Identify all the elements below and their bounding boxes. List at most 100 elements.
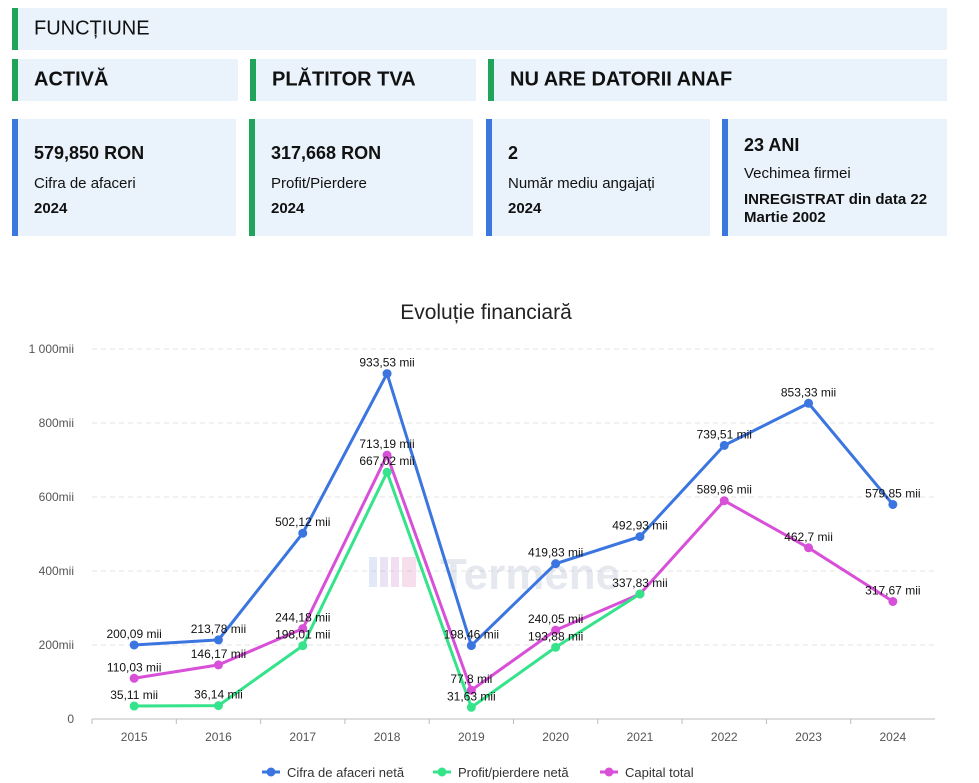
data-label: 667,02 mii: [359, 454, 414, 468]
data-label: 77,8 mii: [450, 672, 492, 686]
data-label: 492,93 mii: [612, 519, 667, 533]
data-label: 739,51 mii: [697, 427, 752, 441]
data-point[interactable]: [298, 624, 308, 634]
data-point[interactable]: [382, 369, 392, 379]
x-tick-label: 2020: [542, 730, 569, 744]
activa-label: ACTIVĂ: [34, 68, 109, 91]
termene-watermark: Termene: [369, 550, 620, 599]
legend-label[interactable]: Cifra de afaceri netă: [287, 765, 405, 780]
registration-date: INREGISTRAT din data 22 Martie 2002: [744, 191, 928, 226]
data-point[interactable]: [888, 499, 898, 509]
employees-value: 2: [508, 143, 519, 163]
data-label: 193,88 mii: [528, 629, 583, 643]
legend-marker: [437, 767, 447, 777]
data-label: 198,46 mii: [444, 628, 499, 642]
chart-legend: Cifra de afaceri netă Profit/pierdere net…: [262, 765, 694, 780]
data-label: 200,09 mii: [106, 627, 161, 641]
data-point[interactable]: [719, 440, 729, 450]
data-point[interactable]: [298, 528, 308, 538]
chart-title: Evoluție financiară: [400, 301, 572, 324]
y-tick-label: 400mii: [39, 564, 74, 578]
chart-points: [129, 369, 898, 712]
data-label: 317,67 mii: [865, 583, 920, 597]
series-line-2: [133, 453, 894, 692]
financial-evolution-chart: Evoluție financiară Termene 110,03 mii 14…: [29, 301, 935, 780]
anaf-status-box: NU ARE DATORII ANAF: [488, 59, 947, 101]
turnover-value: 579,850 RON: [34, 143, 145, 163]
y-tick-label: 800mii: [39, 416, 74, 430]
data-point[interactable]: [804, 398, 814, 408]
x-tick-label: 2024: [879, 730, 906, 744]
y-axis-ticks: 0 200mii 400mii 600mii 800mii 1 000mii: [29, 342, 75, 726]
employees-label: Număr mediu angajați: [508, 175, 655, 192]
x-tick-label: 2023: [795, 730, 822, 744]
functiune-status-box: FUNCȚIUNE: [12, 8, 947, 50]
activa-status-box: ACTIVĂ: [12, 59, 238, 101]
profit-value: 317,668 RON: [271, 143, 382, 163]
data-point[interactable]: [466, 702, 476, 712]
employees-card: 2 Număr mediu angajați 2024: [486, 119, 710, 236]
x-axis-ticks: 2015 2016 2017 2018 2019 2020 2021 2022 2023 2024: [91, 719, 907, 744]
data-label: 419,83 mii: [528, 546, 583, 560]
turnover-label: Cifra de afaceri: [34, 175, 136, 192]
age-label: Vechimea firmei: [744, 165, 851, 182]
y-tick-label: 200mii: [39, 638, 74, 652]
data-label: 31,63 mii: [447, 689, 496, 703]
data-point[interactable]: [213, 701, 223, 711]
data-label: 36,14 mii: [194, 688, 243, 702]
employees-year: 2024: [508, 200, 542, 217]
legend-label[interactable]: Capital total: [625, 765, 694, 780]
data-point[interactable]: [551, 642, 561, 652]
functiune-label: FUNCȚIUNE: [34, 17, 150, 40]
anaf-label: NU ARE DATORII ANAF: [510, 68, 733, 91]
age-card: 23 ANI Vechimea firmei INREGISTRAT din d…: [722, 119, 947, 236]
turnover-card: 579,850 RON Cifra de afaceri 2024: [12, 119, 236, 236]
data-label: 462,7 mii: [784, 530, 833, 544]
data-point[interactable]: [551, 559, 561, 569]
data-point[interactable]: [213, 660, 223, 670]
legend-label[interactable]: Profit/pierdere netă: [458, 765, 569, 780]
data-label: 213,78 mii: [191, 622, 246, 636]
x-tick-label: 2019: [458, 730, 485, 744]
data-point[interactable]: [129, 673, 139, 683]
data-label: 240,05 mii: [528, 612, 583, 626]
data-point[interactable]: [382, 450, 392, 460]
x-tick-label: 2022: [711, 730, 738, 744]
profit-year: 2024: [271, 200, 305, 217]
tva-label: PLĂTITOR TVA: [272, 68, 416, 91]
legend-marker: [604, 767, 614, 777]
data-label: 198,01 mii: [275, 628, 330, 642]
profit-card: 317,668 RON Profit/Pierdere 2024: [249, 119, 473, 236]
data-point[interactable]: [551, 625, 561, 635]
data-label: 853,33 mii: [781, 385, 836, 399]
data-point[interactable]: [129, 701, 139, 711]
data-label: 713,19 mii: [359, 437, 414, 451]
data-point[interactable]: [635, 589, 645, 599]
data-label: 35,11 mii: [110, 688, 158, 702]
data-point[interactable]: [466, 641, 476, 651]
legend-marker: [266, 767, 276, 777]
x-tick-label: 2016: [205, 730, 232, 744]
data-label: 110,03 mii: [107, 660, 161, 674]
x-tick-label: 2015: [121, 730, 148, 744]
x-tick-label: 2021: [627, 730, 654, 744]
data-point[interactable]: [635, 532, 645, 542]
watermark-text: Termene: [440, 550, 620, 599]
x-tick-label: 2018: [374, 730, 401, 744]
x-tick-label: 2017: [289, 730, 316, 744]
turnover-year: 2024: [34, 200, 68, 217]
chart-lines: [133, 372, 895, 709]
data-point[interactable]: [719, 496, 729, 506]
data-point[interactable]: [298, 641, 308, 651]
profit-label: Profit/Pierdere: [271, 175, 367, 192]
y-tick-label: 1 000mii: [29, 342, 74, 356]
data-point[interactable]: [466, 685, 476, 695]
series-line-0: [134, 372, 895, 648]
data-label: 146,17 mii: [191, 647, 246, 661]
data-point[interactable]: [129, 640, 139, 650]
data-point[interactable]: [213, 635, 223, 645]
data-point[interactable]: [804, 543, 814, 553]
data-point[interactable]: [888, 596, 898, 606]
data-point[interactable]: [382, 467, 392, 477]
chart-data-labels: 110,03 mii 146,17 mii 244,18 mii 713,19 mii…: [106, 356, 920, 704]
